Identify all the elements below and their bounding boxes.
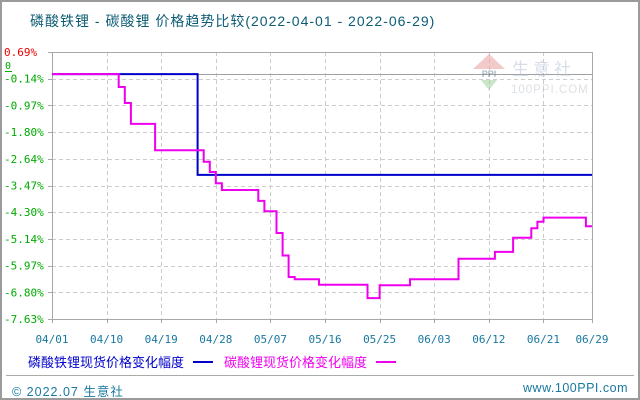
legend-item-lfp: 磷酸铁锂现货价格变化幅度	[28, 352, 214, 371]
svg-text:04/19: 04/19	[145, 333, 178, 346]
svg-text:05/16: 05/16	[308, 333, 341, 346]
legend: 磷酸铁锂现货价格变化幅度 碳酸锂现货价格变化幅度	[2, 352, 638, 371]
footer-site-link[interactable]: www.100PPI.com	[523, 381, 628, 395]
svg-text:05/25: 05/25	[363, 333, 396, 346]
svg-text:04/28: 04/28	[199, 333, 232, 346]
svg-text:-4.30%: -4.30%	[4, 206, 44, 219]
svg-text:-2.64%: -2.64%	[4, 153, 44, 166]
footer-copyright: © 2022.07 生意社	[12, 385, 124, 399]
svg-text:06/03: 06/03	[418, 333, 451, 346]
svg-text:04/01: 04/01	[35, 333, 68, 346]
legend-line-carbonate-icon	[376, 360, 397, 363]
svg-text:-5.97%: -5.97%	[4, 260, 44, 273]
svg-text:0: 0	[5, 61, 11, 72]
legend-item-carbonate: 碳酸锂现货价格变化幅度	[224, 352, 397, 371]
svg-text:-5.14%: -5.14%	[4, 233, 44, 246]
svg-text:-0.97%: -0.97%	[4, 99, 44, 112]
svg-text:04/10: 04/10	[90, 333, 123, 346]
svg-text:-7.63%: -7.63%	[4, 313, 44, 326]
svg-text:06/29: 06/29	[575, 333, 608, 346]
svg-text:0.69%: 0.69%	[4, 46, 37, 59]
legend-label-lfp: 磷酸铁锂现货价格变化幅度	[28, 355, 185, 370]
svg-text:-6.80%: -6.80%	[4, 286, 44, 299]
page-title: 磷酸铁锂 - 碳酸锂 价格趋势比较(2022-04-01 - 2022-06-2…	[30, 13, 436, 29]
svg-text:-0.14%: -0.14%	[4, 73, 44, 86]
svg-text:06/12: 06/12	[472, 333, 505, 346]
svg-text:05/07: 05/07	[254, 333, 287, 346]
legend-line-lfp-icon	[193, 360, 214, 363]
legend-label-carbonate: 碳酸锂现货价格变化幅度	[224, 355, 368, 370]
svg-text:-3.47%: -3.47%	[4, 180, 44, 193]
svg-text:-1.80%: -1.80%	[4, 126, 44, 139]
svg-text:06/21: 06/21	[527, 333, 560, 346]
footer-divider	[6, 375, 634, 376]
